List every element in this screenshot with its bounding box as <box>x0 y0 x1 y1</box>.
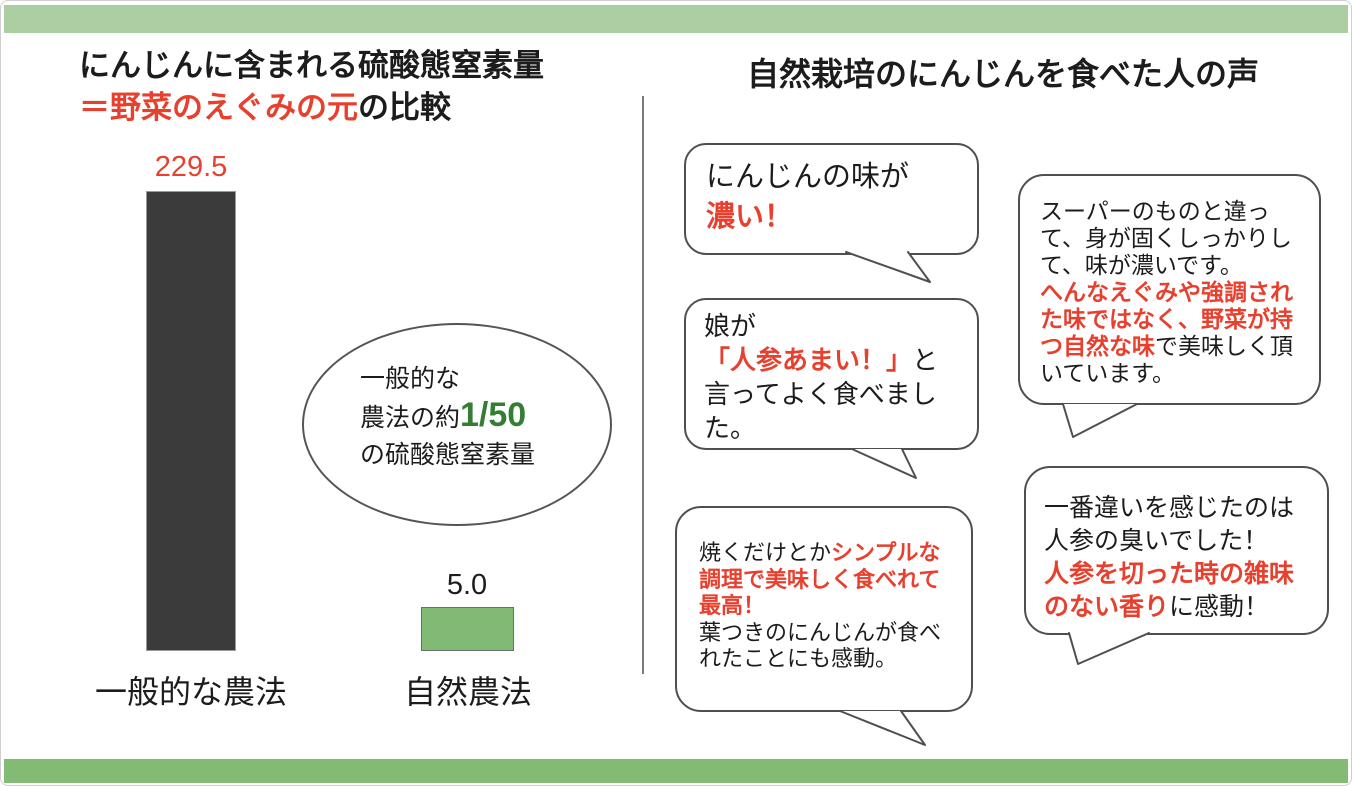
speech-bubble-simple-cooking: 焼くだけとかシンプルな調理で美味しく食べれて最高！ 葉つきのにんじんが食べれたこ… <box>675 506 973 712</box>
category-label-conventional: 一般的な農法 <box>94 674 287 710</box>
annotation-ellipse: 一般的な 農法の約1/50 の硫酸態窒素量 <box>302 323 612 526</box>
bar-natural-farming <box>421 607 514 651</box>
speech-bubble-daughter: 娘が 「人参あまい！」と 言ってよく食べました。 <box>684 298 979 450</box>
speech-bubble-taste-strong: にんじんの味が 濃い！ <box>684 143 979 255</box>
right-panel-title: 自然栽培のにんじんを食べた人の声 <box>746 56 1259 92</box>
bottom-green-band <box>4 759 1348 783</box>
bar-value-conventional: 229.5 <box>154 151 228 183</box>
left-panel-title: にんじんに含まれる硫酸態窒素量 ＝野菜のえぐみの元の比較 <box>79 48 544 125</box>
speech-tail <box>851 448 917 479</box>
annotation-ellipse-text: 一般的な 農法の約1/50 の硫酸態窒素量 <box>360 365 536 469</box>
speech-tail <box>1062 403 1138 438</box>
speech-bubble-firm-flavor: スーパーのものと違って、身が固くしっかりして、味が濃いです。 へんなえぐみや強調… <box>1018 174 1321 405</box>
category-label-natural: 自然農法 <box>403 674 532 710</box>
bar-conventional-farming <box>146 191 236 651</box>
speech-bubble-smell: 一番違いを感じたのは人参の臭いでした！ 人参を切った時の雑味のない香りに感動！ <box>1024 466 1329 635</box>
speech-tail <box>845 251 931 283</box>
speech-tail <box>839 710 926 746</box>
vertical-divider <box>642 96 644 674</box>
speech-tail <box>1068 632 1150 665</box>
bar-value-natural: 5.0 <box>446 569 488 601</box>
top-green-band <box>4 5 1348 33</box>
